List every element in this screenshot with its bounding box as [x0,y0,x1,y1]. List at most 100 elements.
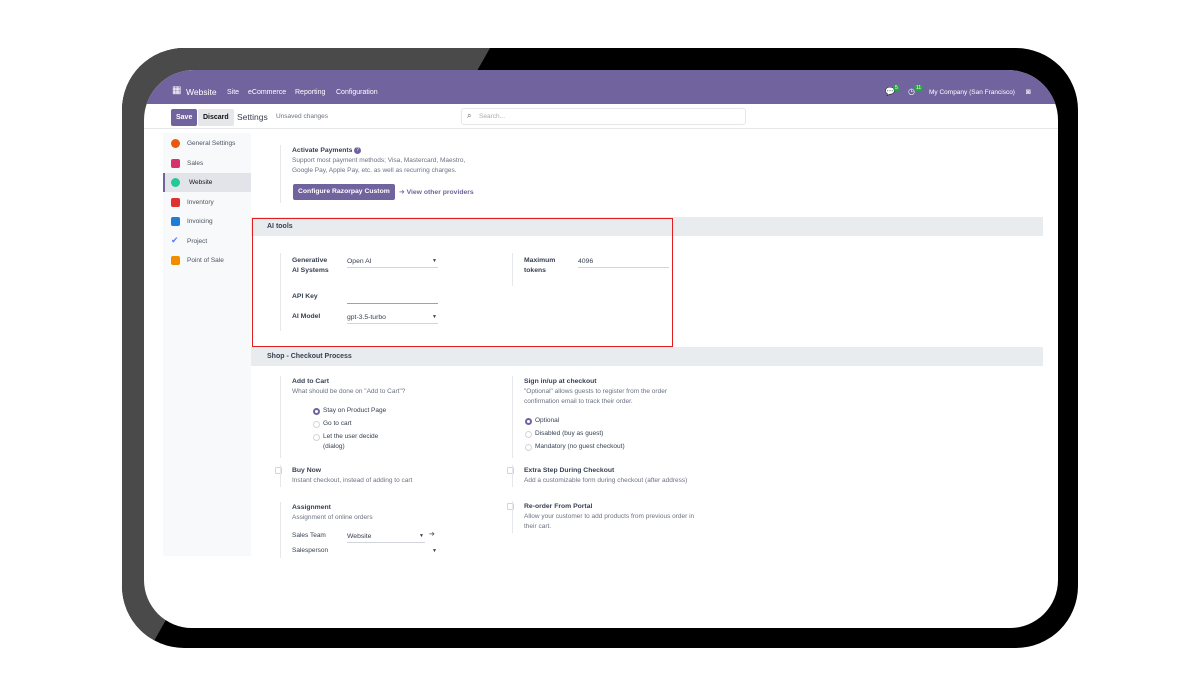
max-tokens-label: Maximum [524,257,556,264]
sidebar-item-point-of-sale[interactable]: Point of Sale [163,251,251,270]
link-label: View other providers [406,189,474,196]
radio-disabled[interactable] [525,431,532,438]
company-switcher[interactable]: My Company (San Francisco) [929,89,1015,96]
option-label: Optional [535,417,560,424]
radio-mandatory[interactable] [525,444,532,451]
highlight-box [252,218,673,347]
reorder-desc-1: Allow your customer to add products from… [524,513,695,520]
menu-reporting[interactable]: Reporting [295,89,326,96]
caret-down-icon: ▼ [419,533,424,539]
chat-icon[interactable]: 💬 [885,87,895,96]
radio-stay-on-product-page[interactable] [313,408,320,415]
sidebar-item-label: Point of Sale [187,257,224,264]
sidebar-item-invoicing[interactable]: Invoicing [163,212,251,231]
radio-optional[interactable] [525,418,532,425]
menu-ecommerce[interactable]: eCommerce [248,89,287,96]
option-label: Stay on Product Page [323,407,387,414]
sidebar-item-label: Sales [187,160,204,167]
app-screen: ▦ Website Site eCommerce Reporting Confi… [144,70,1058,628]
menu-site[interactable]: Site [227,89,240,96]
search-icon: ⌕ [467,111,472,120]
unsaved-status: Unsaved changes [276,113,329,120]
activity-clock-icon[interactable]: ◷ [908,87,915,96]
add-to-cart-desc: What should be done on "Add to Cart"? [292,388,406,395]
sales-icon [171,159,180,168]
settings-sidebar: General Settings Sales Website Inventory… [163,133,251,556]
sidebar-item-label: Inventory [187,199,214,206]
buy-now-desc: Instant checkout, instead of adding to c… [292,477,413,484]
sign-in-desc-1: "Optional" allows guests to register fro… [524,388,667,395]
generative-ai-label: Generative [292,257,328,264]
point-of-sale-icon [171,256,180,265]
max-tokens-input[interactable]: 4096 [578,256,669,268]
checkout-header: Shop - Checkout Process [251,347,1043,366]
reorder-checkbox[interactable] [507,503,514,510]
radio-let-user-decide[interactable] [313,434,320,441]
caret-down-icon: ▼ [432,548,437,554]
salesperson-label: Salesperson [292,547,329,554]
option-label: Mandatory (no guest checkout) [535,443,625,450]
menu-configuration[interactable]: Configuration [336,89,378,96]
reorder-title: Re-order From Portal [524,503,593,510]
salesperson-select[interactable]: ▼ [347,546,438,558]
select-value: gpt-3.5-turbo [347,314,386,321]
select-value: Website [347,533,372,540]
sidebar-item-general-settings[interactable]: General Settings [163,134,251,153]
buy-now-checkbox[interactable] [275,467,282,474]
option-label: Let the user decide [323,433,379,440]
apps-grid-icon[interactable]: ▦ [172,85,182,96]
sidebar-item-website[interactable]: Website [163,173,251,192]
internal-link-arrow-icon[interactable]: ➔ [429,531,435,538]
page-title: Settings [237,112,268,122]
sales-team-label: Sales Team [292,532,326,539]
chat-badge: 5 [893,85,900,91]
generative-ai-select[interactable]: Open AI ▼ [347,256,438,268]
api-key-input[interactable] [347,292,438,304]
extra-step-desc: Add a customizable form during checkout … [524,477,688,484]
payments-desc-1: Support most payment methods; Visa, Mast… [292,157,466,164]
inventory-icon [171,198,180,207]
generative-ai-label-2: AI Systems [292,267,329,274]
sidebar-item-label: General Settings [187,140,236,147]
extra-step-checkbox[interactable] [507,467,514,474]
ai-model-label: AI Model [292,313,321,320]
configure-razorpay-button[interactable]: Configure Razorpay Custom [293,184,395,200]
option-label: (dialog) [323,443,345,450]
extra-step-title: Extra Step During Checkout [524,467,615,474]
add-to-cart-title: Add to Cart [292,378,330,385]
discard-button[interactable]: Discard [198,109,234,126]
buy-now-title: Buy Now [292,467,322,474]
sign-in-desc-2: confirmation email to track their order. [524,398,633,405]
user-avatar-icon[interactable]: ◙ [1026,87,1031,96]
sidebar-item-sales[interactable]: Sales [163,154,251,173]
project-check-icon: ✔ [171,235,179,245]
search-input[interactable]: ⌕ Search... [461,108,746,125]
ai-tools-header: AI tools [251,217,1043,236]
help-icon[interactable]: ? [354,147,361,154]
assignment-desc: Assignment of online orders [292,514,373,521]
sidebar-item-project[interactable]: ✔ Project [163,232,251,251]
radio-go-to-cart[interactable] [313,421,320,428]
sales-team-select[interactable]: Website ▼ [347,531,425,543]
option-label: Go to cart [323,420,352,427]
invoicing-icon [171,217,180,226]
option-label: Disabled (buy as guest) [535,430,604,437]
sidebar-item-label: Website [189,179,213,186]
save-button[interactable]: Save [171,109,198,126]
ai-model-select[interactable]: gpt-3.5-turbo ▼ [347,312,438,324]
select-value: Open AI [347,258,372,265]
reorder-desc-2: their cart. [524,523,552,530]
general-settings-icon [171,139,180,148]
view-other-providers-link[interactable]: ➔ View other providers [399,189,474,196]
assignment-title: Assignment [292,504,331,511]
activate-payments-title: Activate Payments [292,147,353,154]
api-key-label: API Key [292,293,318,300]
sidebar-item-label: Project [187,238,208,245]
sidebar-item-label: Invoicing [187,218,213,225]
caret-down-icon: ▼ [432,314,437,320]
app-name[interactable]: Website [186,87,217,97]
payments-desc-2: Google Pay, Apple Pay, etc. as well as r… [292,167,457,174]
sidebar-item-inventory[interactable]: Inventory [163,193,251,212]
search-placeholder: Search... [479,113,506,120]
top-navbar: ▦ Website Site eCommerce Reporting Confi… [144,70,1058,104]
